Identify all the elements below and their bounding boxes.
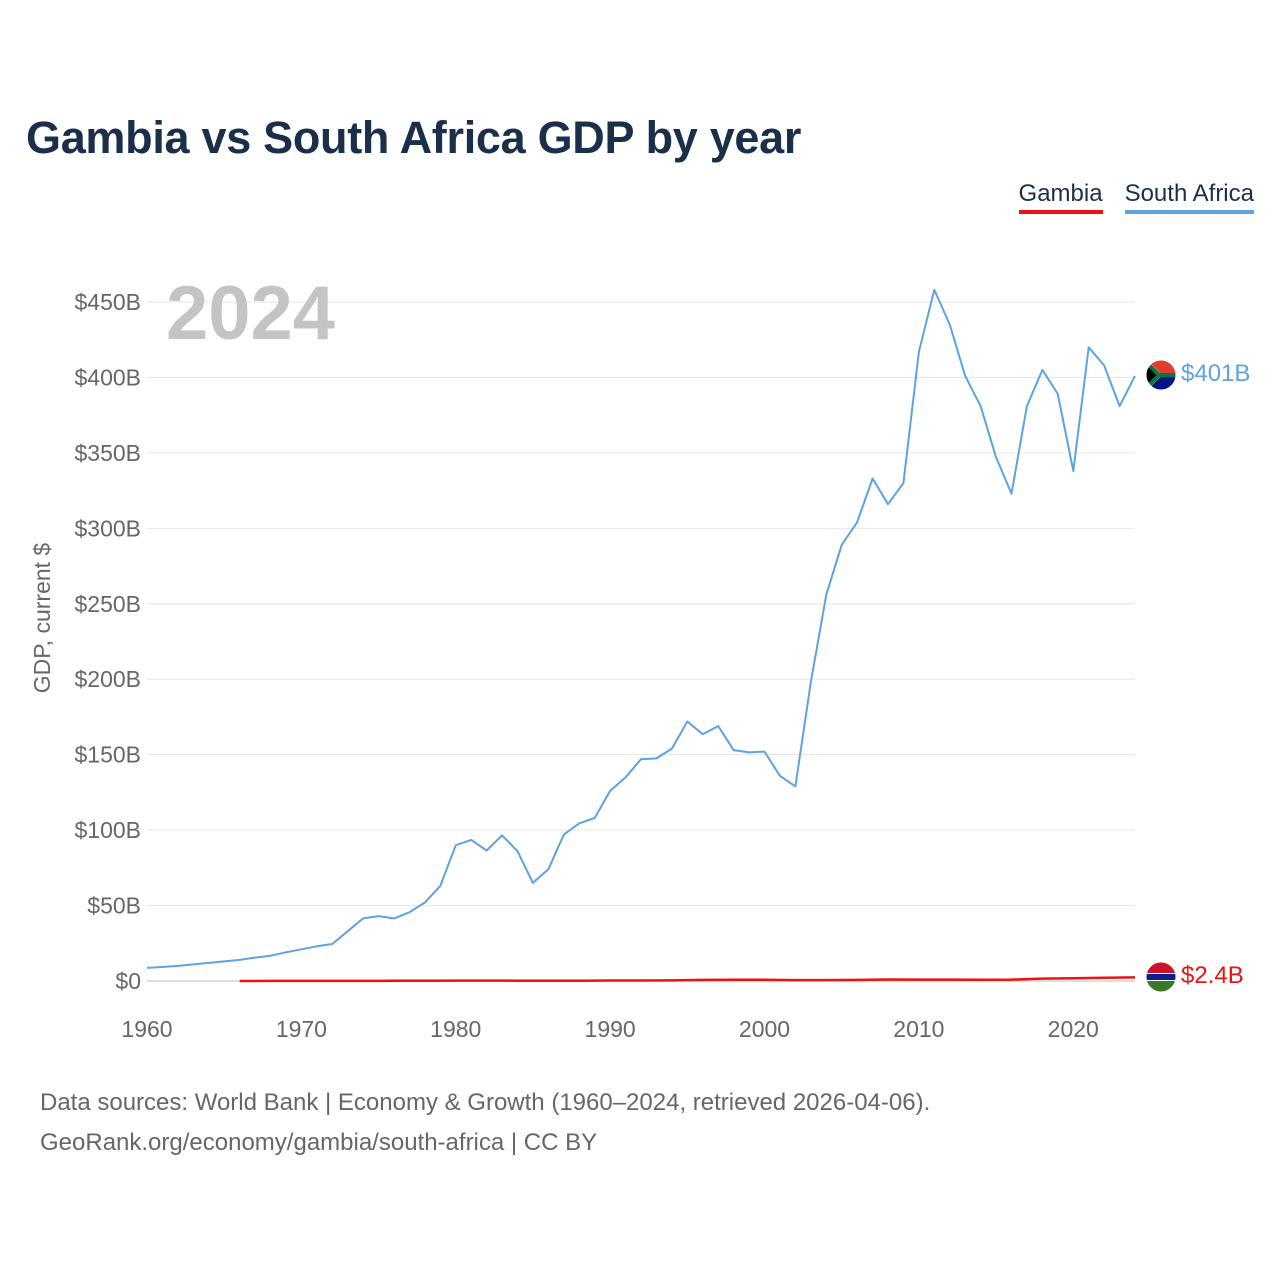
x-tick-label: 2000 [739, 1016, 790, 1042]
south-africa-flag-icon [1146, 360, 1176, 390]
x-axis-ticks: 1960 1970 1980 1990 2000 2010 2020 [121, 1016, 1098, 1042]
y-tick-label: $200B [74, 666, 141, 692]
y-tick-label: $100B [74, 817, 141, 843]
x-tick-label: 1980 [430, 1016, 481, 1042]
data-sources-text: Data sources: World Bank | Economy & Gro… [40, 1089, 931, 1116]
line-chart: $0 $50B $100B $150B $200B $250B $300B $350B $400… [29, 271, 1250, 1042]
legend-item-south-africa[interactable]: South Africa [1124, 180, 1254, 214]
gambia-end-label: $2.4B [1181, 962, 1244, 989]
legend: Gambia South Africa [1018, 180, 1254, 214]
x-tick-label: 1960 [121, 1016, 172, 1042]
y-tick-label: $400B [74, 364, 141, 390]
year-watermark: 2024 [166, 271, 335, 356]
attribution-text: GeoRank.org/economy/gambia/south-africa … [40, 1129, 598, 1156]
x-tick-label: 2020 [1048, 1016, 1099, 1042]
series-line-south-africa [146, 288, 1136, 969]
y-axis-ticks: $0 $50B $100B $150B $200B $250B $300B $350B $400… [74, 289, 141, 994]
grid-lines [147, 301, 1135, 982]
y-tick-label: $250B [74, 591, 141, 617]
y-tick-label: $50B [87, 893, 141, 919]
legend-item-gambia[interactable]: Gambia [1018, 180, 1103, 214]
y-tick-label: $350B [74, 440, 141, 466]
x-tick-label: 1990 [585, 1016, 636, 1042]
page-title: Gambia vs South Africa GDP by year [26, 112, 802, 163]
gambia-flag-icon [1146, 962, 1176, 992]
footer: Data sources: World Bank | Economy & Gro… [40, 1083, 930, 1163]
series-line-gambia [239, 976, 1136, 983]
y-tick-label: $300B [74, 515, 141, 541]
x-tick-label: 2010 [893, 1016, 944, 1042]
y-tick-label: $0 [115, 968, 141, 994]
y-tick-label: $150B [74, 742, 141, 768]
x-tick-label: 1970 [276, 1016, 327, 1042]
y-tick-label: $450B [74, 289, 141, 315]
south-africa-end-label: $401B [1181, 360, 1250, 387]
y-axis-label: GDP, current $ [29, 543, 55, 694]
